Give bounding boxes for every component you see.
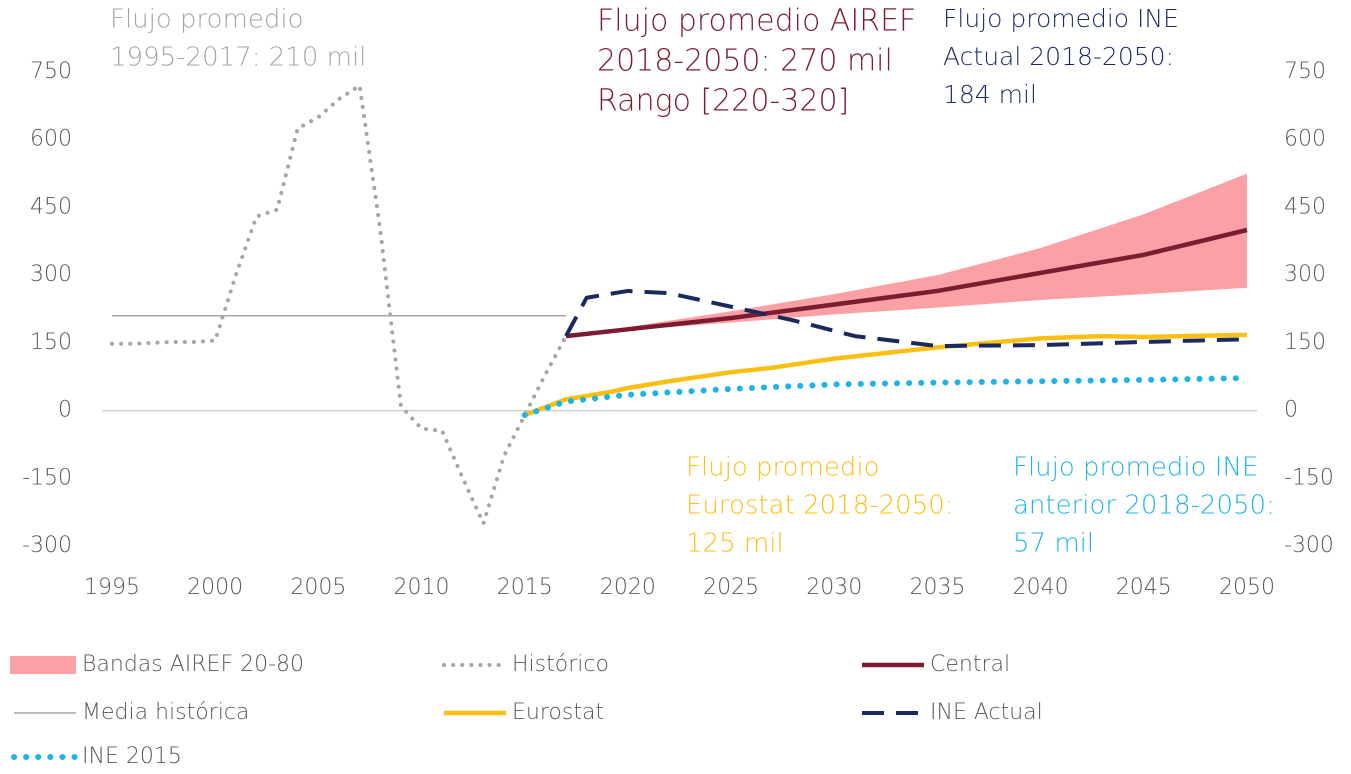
legend-label: INE Actual <box>930 700 1043 725</box>
x-tick-label: 2040 <box>1013 575 1069 600</box>
legend-label: Central <box>930 652 1010 677</box>
x-tick-label: 2005 <box>290 575 346 600</box>
x-tick-label: 1995 <box>84 575 140 600</box>
annotation: Rango [220-320] <box>597 84 849 119</box>
y-tick-label: 750 <box>30 59 72 84</box>
annotation: Flujo promedio AIREF <box>597 4 916 39</box>
annotation: 1995-2017: 210 mil <box>110 43 366 73</box>
annotation: Flujo promedio <box>686 453 880 483</box>
y2-tick-label: -150 <box>1284 465 1334 490</box>
y2-tick-label: 750 <box>1284 59 1326 84</box>
y-tick-label: -150 <box>22 465 72 490</box>
annotation: Flujo promedio INE <box>1013 453 1258 483</box>
y-tick-label: 450 <box>30 194 72 219</box>
y-tick-label: 600 <box>30 127 72 152</box>
series-line <box>565 227 1248 339</box>
annotation: anterior 2018-2050: <box>1013 491 1275 521</box>
series-line <box>521 375 1250 419</box>
x-tick-label: 2030 <box>806 575 862 600</box>
annotation: 57 mil <box>1013 529 1094 559</box>
y2-tick-label: 0 <box>1284 398 1298 423</box>
y2-tick-label: -300 <box>1284 533 1334 558</box>
annotation: Flujo promedio INE <box>943 4 1179 33</box>
y2-tick-label: 150 <box>1284 330 1326 355</box>
x-tick-label: 2020 <box>600 575 656 600</box>
legend-label: INE 2015 <box>82 744 182 769</box>
legend-swatch <box>10 656 76 674</box>
x-tick-label: 2015 <box>497 575 553 600</box>
y-tick-label: -300 <box>22 533 72 558</box>
y2-tick-label: 300 <box>1284 262 1326 287</box>
y2-tick-label: 600 <box>1284 127 1326 152</box>
band <box>566 173 1247 337</box>
legend-label: Histórico <box>512 652 609 677</box>
annotation: 184 mil <box>943 80 1037 109</box>
x-tick-label: 2025 <box>703 575 759 600</box>
series-line <box>110 83 568 526</box>
y2-tick-label: 450 <box>1284 194 1326 219</box>
x-tick-label: 2000 <box>187 575 243 600</box>
series-line <box>523 332 1248 418</box>
annotation: Flujo promedio <box>110 5 304 35</box>
annotation: 125 mil <box>686 529 784 559</box>
annotation: Actual 2018-2050: <box>943 42 1174 71</box>
x-tick-label: 2045 <box>1116 575 1172 600</box>
legend-label: Bandas AIREF 20-80 <box>82 652 304 677</box>
y-tick-label: 150 <box>30 330 72 355</box>
y-tick-label: 0 <box>58 398 72 423</box>
y-tick-label: 300 <box>30 262 72 287</box>
x-tick-label: 2035 <box>909 575 965 600</box>
series-line <box>564 288 1248 349</box>
legend-label: Media histórica <box>82 700 249 725</box>
annotation: 2018-2050: 270 mil <box>597 44 893 79</box>
legend-label: Eurostat <box>512 700 604 725</box>
x-tick-label: 2050 <box>1219 575 1275 600</box>
x-tick-label: 2010 <box>394 575 450 600</box>
annotation: Eurostat 2018-2050: <box>686 491 954 521</box>
